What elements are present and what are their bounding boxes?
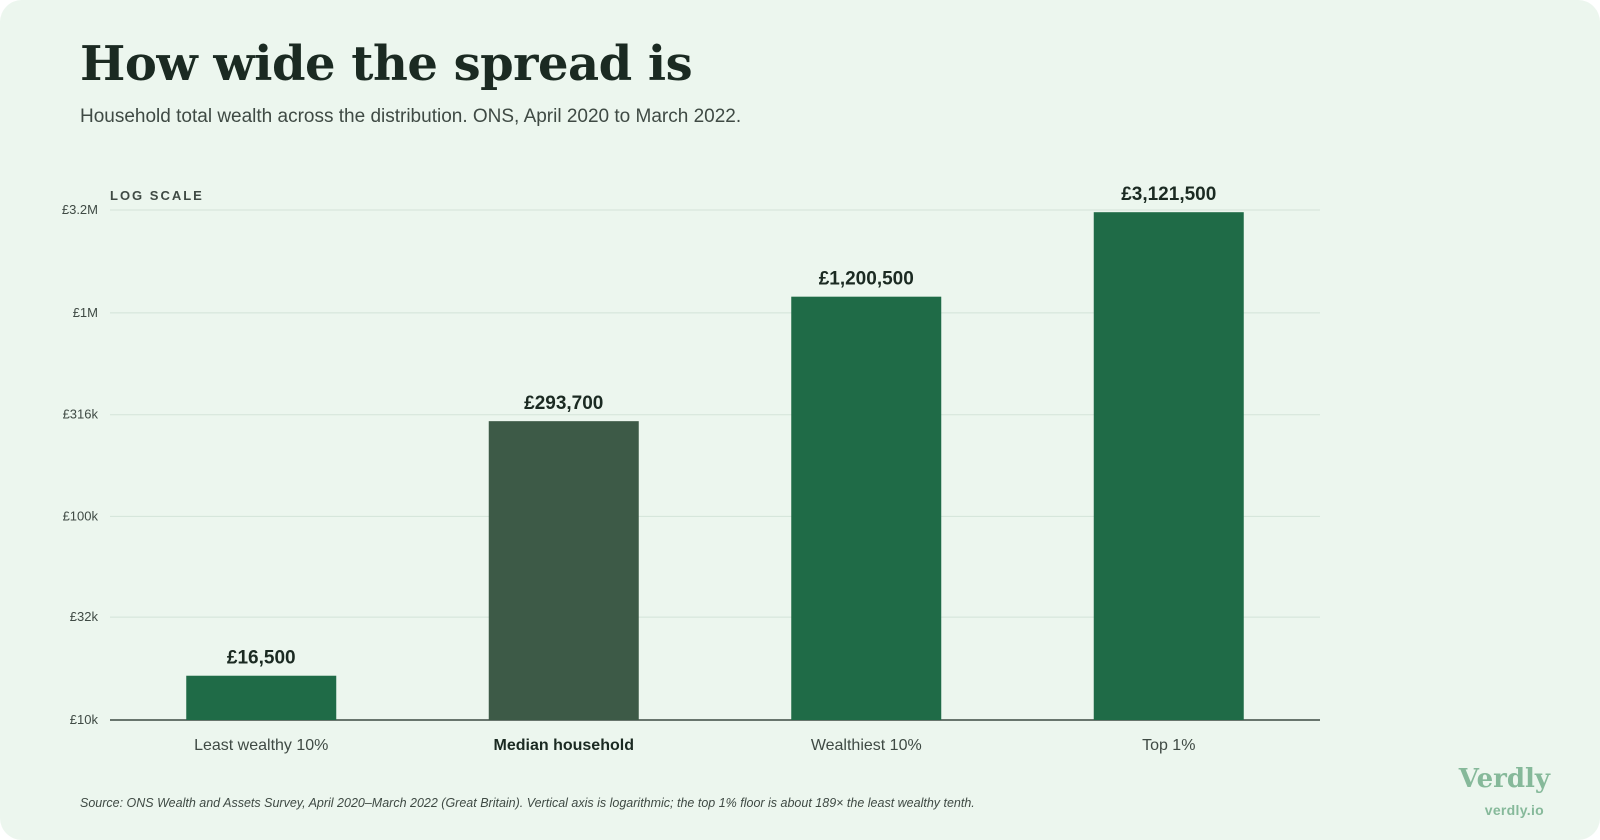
x-tick-label: Top 1%: [1142, 737, 1195, 754]
x-tick-label: Wealthiest 10%: [811, 737, 922, 754]
y-axis-ticks: £10k £32k £100k £316k £1M £3.2M: [62, 202, 99, 727]
x-tick-label: Median household: [494, 737, 634, 754]
value-labels: £16,500 £293,700 £1,200,500 £3,121,500: [227, 184, 1216, 669]
bars: [186, 212, 1244, 720]
brand-url: verdly.io: [1484, 802, 1544, 818]
log-scale-label: LOG SCALE: [110, 188, 204, 203]
bar: [791, 296, 942, 720]
bar: [488, 421, 639, 720]
chart-title: How wide the spread is: [80, 36, 693, 92]
y-tick-label: £3.2M: [62, 202, 98, 217]
x-tick-label: Least wealthy 10%: [194, 737, 328, 754]
bar: [186, 675, 337, 720]
y-tick-label: £32k: [70, 609, 99, 624]
data-label: £16,500: [227, 648, 296, 669]
x-axis-categories: Least wealthy 10% Median household Wealthi…: [194, 737, 1195, 754]
data-label: £1,200,500: [819, 269, 914, 290]
chart-subtitle: Household total wealth across the distri…: [80, 106, 742, 127]
y-tick-label: £10k: [70, 712, 99, 727]
bar: [1093, 212, 1244, 720]
y-tick-label: £316k: [63, 407, 99, 422]
source-note: Source: ONS Wealth and Assets Survey, Ap…: [80, 796, 975, 810]
y-tick-label: £1M: [73, 305, 98, 320]
data-label: £3,121,500: [1121, 184, 1216, 205]
y-tick-label: £100k: [63, 508, 99, 523]
brand-logo: Verdly: [1458, 764, 1550, 794]
data-label: £293,700: [524, 393, 603, 414]
